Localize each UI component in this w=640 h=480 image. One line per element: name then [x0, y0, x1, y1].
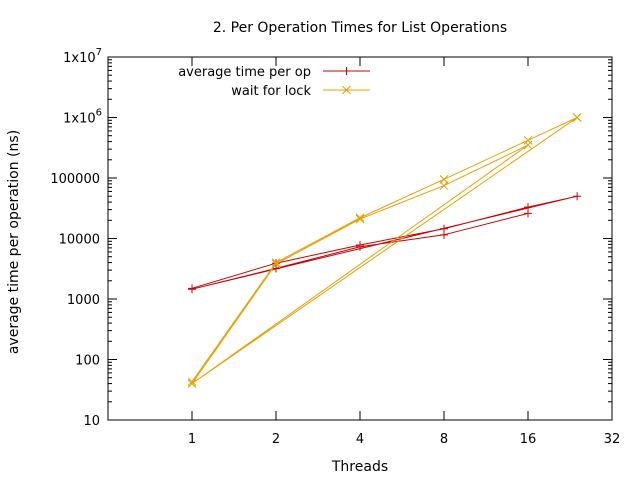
data-point: [439, 181, 449, 190]
x-tick-label: 1: [188, 432, 196, 447]
series-line: [191, 117, 578, 385]
data-point: [188, 285, 196, 294]
x-tick-label: 8: [440, 432, 448, 447]
legend-marker: [342, 67, 351, 75]
legend: average time per op wait for lock: [178, 65, 370, 99]
series-average-time-per-op: [188, 192, 582, 294]
data-point: [187, 379, 197, 388]
data-point: [356, 242, 364, 251]
series-group: [187, 113, 582, 388]
data-point: [355, 213, 365, 223]
y-tick-label: 10: [83, 414, 100, 429]
series-line: [191, 195, 578, 290]
data-point: [439, 174, 449, 184]
y-tick-label: 10000: [59, 233, 100, 248]
data-point: [523, 135, 533, 145]
data-point: [187, 377, 197, 387]
data-point: [523, 140, 533, 150]
y-tick-label: 1x107: [63, 47, 102, 66]
x-tick-label: 32: [604, 432, 621, 447]
x-tick-label: 2: [272, 432, 280, 447]
data-point: [271, 258, 281, 267]
data-point: [271, 259, 281, 269]
y-tick-label: 100000: [50, 172, 100, 187]
legend-label: wait for lock: [231, 84, 311, 99]
y-tick-label: 100: [75, 354, 100, 369]
x-tick-label: 4: [356, 432, 364, 447]
data-point: [355, 214, 365, 224]
data-point: [572, 113, 582, 122]
data-point: [524, 209, 532, 218]
plot-area: [107, 56, 613, 421]
x-axis: 1 2 4 8 16 32: [188, 57, 620, 447]
y-tick-label: 1000: [67, 293, 100, 308]
legend-label: average time per op: [178, 65, 311, 80]
x-axis-label: Threads: [331, 459, 388, 475]
data-point: [573, 192, 582, 201]
y-axis: 10 100 1000 10000 100000 1x106 1x107: [50, 47, 612, 429]
data-point: [440, 230, 448, 239]
chart-title: 2. Per Operation Times for List Operatio…: [213, 20, 507, 36]
y-tick-label: 1x106: [63, 108, 102, 127]
series-wait-for-lock: [187, 113, 582, 388]
legend-marker: [342, 85, 351, 95]
y-axis-label: average time per operation (ns): [6, 130, 22, 354]
x-tick-label: 16: [520, 432, 537, 447]
plot-frame: [107, 56, 613, 421]
